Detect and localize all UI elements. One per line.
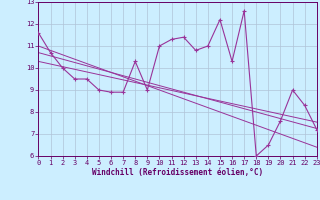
X-axis label: Windchill (Refroidissement éolien,°C): Windchill (Refroidissement éolien,°C) [92, 168, 263, 177]
